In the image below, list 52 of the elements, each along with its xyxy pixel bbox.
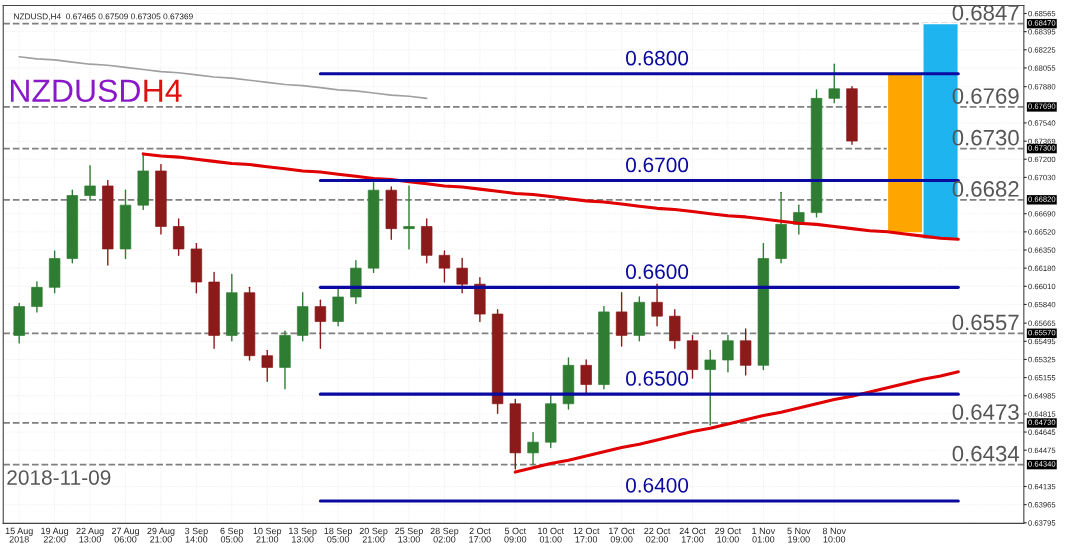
x-tick-label: 15 Aug 2018: [5, 527, 33, 543]
ref-line-label: 0.6847: [952, 4, 1019, 21]
x-tick-label: 10 Sep 21:00: [253, 527, 282, 543]
x-tick-label: 24 Oct 17:00: [679, 527, 706, 543]
x-tick-label: 29 Oct 10:00: [715, 527, 742, 543]
x-tick-label: 27 Aug 06:00: [111, 527, 139, 543]
text: NZDUSD: [10, 79, 140, 103]
candlestick: [172, 218, 185, 257]
x-tick-label: 13 Sep 13:00: [289, 527, 317, 543]
x-tick-label: 22 Oct 02:00: [644, 527, 671, 543]
ref-line-label: 0.6557: [952, 314, 1019, 331]
x-tick-label: 3 Sep 14:00: [184, 527, 208, 543]
candlestick: [722, 334, 734, 373]
annotation: 0.6700: [626, 157, 689, 173]
x-tick-label: 5 Nov 19:00: [787, 527, 811, 543]
candlestick: [580, 359, 592, 395]
annotation: NZDUSD,H4 0.67465 0.67509 0.67305 0.67369: [14, 13, 193, 21]
x-tick-label: 18 Sep 05:00: [324, 527, 353, 543]
annotation: 2018-11-09: [7, 470, 111, 485]
candlestick: [651, 283, 663, 327]
annotation: 0.6800: [626, 50, 689, 66]
candlestick: [314, 299, 327, 349]
candlestick: [704, 349, 716, 426]
x-tick-label: 2 Oct 17:00: [469, 527, 491, 543]
candlestick: [31, 281, 43, 313]
x-tick-label: 12 Oct 17:00: [573, 527, 600, 543]
candlestick: [615, 292, 628, 347]
candlestick: [261, 349, 273, 383]
x-tick-label: 19 Aug 22:00: [41, 527, 69, 543]
x-tick-label: 10 Oct 01:00: [538, 527, 564, 543]
x-tick-label: 1 Nov 01:00: [752, 527, 776, 543]
x-tick-label: 8 Nov 10:00: [822, 527, 847, 543]
annotation: 0.6500: [626, 371, 689, 386]
candlestick: [403, 185, 415, 250]
annotation: 0.6400: [626, 477, 689, 493]
x-tick-label: 6 Sep 05:00: [220, 527, 244, 543]
x-tick-label: 28 Sep 02:00: [430, 527, 459, 543]
x-tick-label: 17 Oct 09:00: [609, 527, 635, 543]
candlestick: [527, 431, 539, 466]
candlestick: [828, 63, 840, 104]
ref-line-label: 0.6434: [952, 445, 1020, 462]
x-tick-label: 29 Aug 21:00: [147, 527, 175, 543]
candlestick: [456, 257, 468, 294]
candlestick: [438, 250, 451, 283]
ref-line-label: 0.6473: [952, 404, 1019, 420]
x-tick-label: 22 Aug 13:00: [76, 527, 104, 543]
candlestick: [84, 164, 96, 201]
text: H4: [144, 79, 182, 102]
x-tick-label: 5 Oct 09:00: [504, 527, 527, 543]
x-tick-label: 20 Sep 21:00: [359, 527, 388, 543]
x-tick-label: 25 Sep 13:00: [395, 527, 423, 543]
annotation: 0.6600: [626, 264, 689, 280]
